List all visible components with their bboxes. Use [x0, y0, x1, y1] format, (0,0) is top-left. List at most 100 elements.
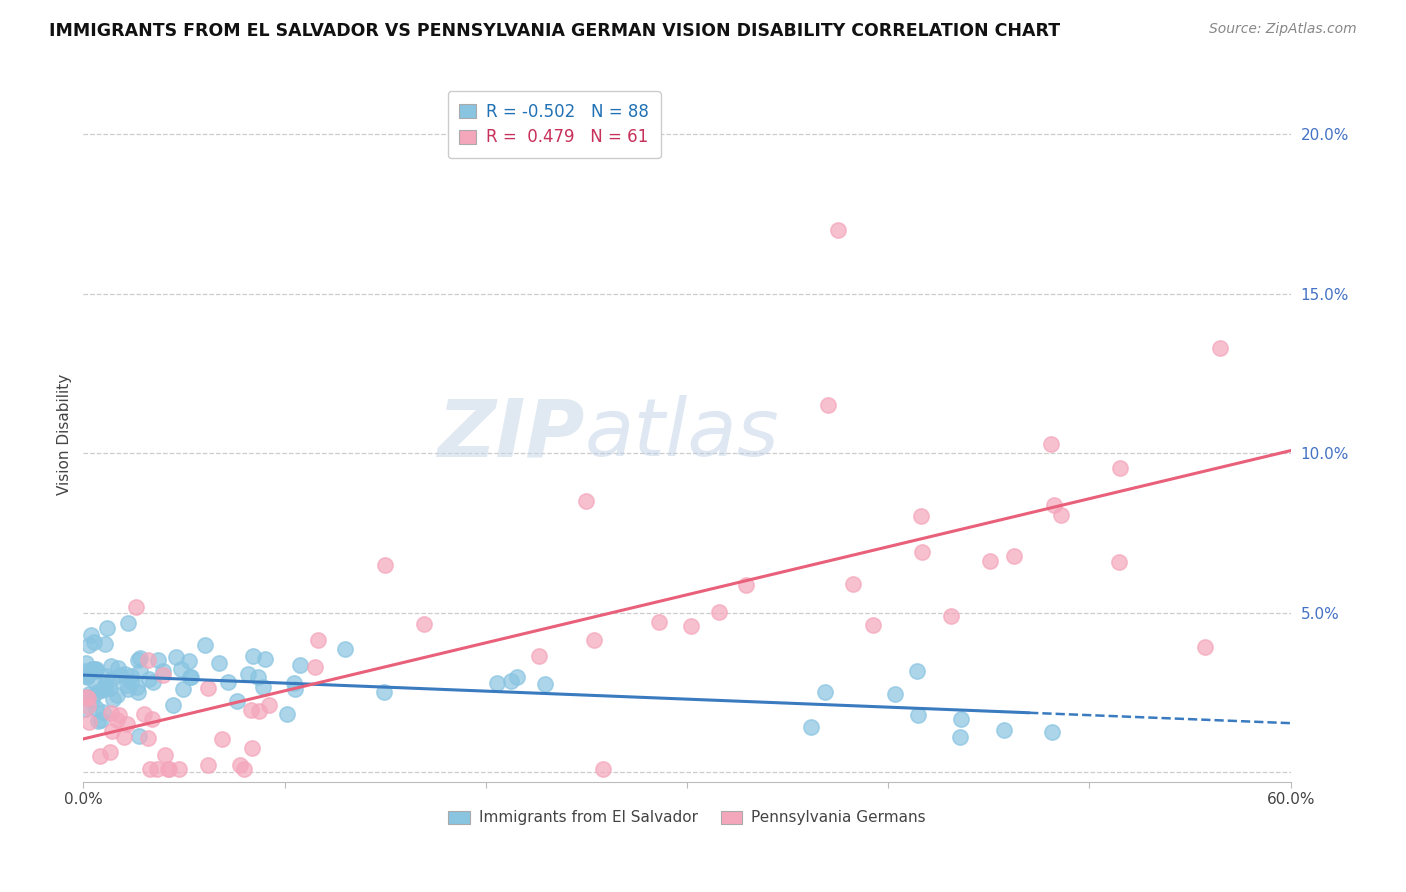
Point [153, 748, 176, 763]
Point [226, 694, 249, 708]
Text: atlas: atlas [585, 395, 779, 473]
Point [75, 657, 97, 671]
Point [128, 665, 150, 679]
Point [82, 693, 104, 707]
Point [949, 712, 972, 726]
Point [501, 673, 523, 688]
Point [76, 669, 98, 683]
Point [647, 615, 669, 629]
Point [374, 558, 396, 572]
Point [84, 663, 107, 677]
Point [89, 748, 111, 763]
Point [115, 678, 138, 692]
Point [79, 688, 101, 702]
Point [252, 680, 274, 694]
Point [979, 554, 1001, 568]
Point [249, 704, 271, 718]
Point [86, 714, 108, 729]
Point [76, 691, 98, 706]
Point [194, 638, 217, 652]
Point [157, 762, 180, 776]
Text: Source: ZipAtlas.com: Source: ZipAtlas.com [1209, 22, 1357, 37]
Point [592, 762, 614, 776]
Point [86, 685, 108, 699]
Point [941, 609, 963, 624]
Point [98, 681, 121, 696]
Point [83, 635, 105, 649]
Point [76, 690, 98, 704]
Point [527, 648, 550, 663]
Point [120, 675, 142, 690]
Point [817, 398, 839, 412]
Point [165, 650, 187, 665]
Point [76, 670, 98, 684]
Point [179, 670, 201, 684]
Point [91, 705, 114, 719]
Point [211, 731, 233, 746]
Point [98, 745, 121, 759]
Point [125, 600, 148, 615]
Point [128, 730, 150, 744]
Point [105, 713, 128, 727]
Point [75, 664, 97, 678]
Point [75, 702, 97, 716]
Point [197, 681, 219, 695]
Point [506, 670, 529, 684]
Point [84, 662, 107, 676]
Point [117, 615, 139, 630]
Point [117, 682, 139, 697]
Point [228, 758, 250, 772]
Point [907, 708, 929, 723]
Point [884, 688, 907, 702]
Point [1040, 436, 1063, 450]
Point [82, 662, 104, 676]
Point [152, 664, 174, 678]
Point [373, 685, 395, 699]
Point [242, 648, 264, 663]
Point [136, 731, 159, 745]
Point [146, 653, 169, 667]
Point [94, 637, 117, 651]
Point [862, 618, 884, 632]
Point [1002, 549, 1025, 563]
Point [841, 576, 863, 591]
Point [1194, 640, 1216, 654]
Point [120, 669, 142, 683]
Point [77, 714, 100, 729]
Point [179, 654, 201, 668]
Point [93, 681, 115, 696]
Point [115, 717, 138, 731]
Point [236, 667, 259, 681]
Point [94, 678, 117, 692]
Point [1040, 724, 1063, 739]
Point [127, 685, 149, 699]
Point [217, 675, 239, 690]
Point [304, 660, 326, 674]
Point [232, 762, 254, 776]
Point [582, 633, 605, 648]
Point [90, 713, 112, 727]
Point [333, 642, 356, 657]
Point [679, 619, 702, 633]
Point [1042, 498, 1064, 512]
Point [127, 653, 149, 667]
Legend: Immigrants from El Salvador, Pennsylvania Germans: Immigrants from El Salvador, Pennsylvani… [440, 803, 934, 833]
Point [1050, 508, 1073, 522]
Point [247, 670, 270, 684]
Point [94, 669, 117, 683]
Point [911, 545, 934, 559]
Point [77, 638, 100, 652]
Point [127, 680, 149, 694]
Point [112, 730, 135, 744]
Y-axis label: Vision Disability: Vision Disability [58, 374, 72, 495]
Point [1108, 461, 1130, 475]
Point [290, 658, 312, 673]
Point [172, 681, 194, 696]
Point [240, 703, 263, 717]
Point [86, 701, 108, 715]
Point [84, 674, 107, 689]
Point [162, 698, 184, 712]
Point [1209, 341, 1232, 355]
Point [136, 653, 159, 667]
Point [93, 681, 115, 696]
